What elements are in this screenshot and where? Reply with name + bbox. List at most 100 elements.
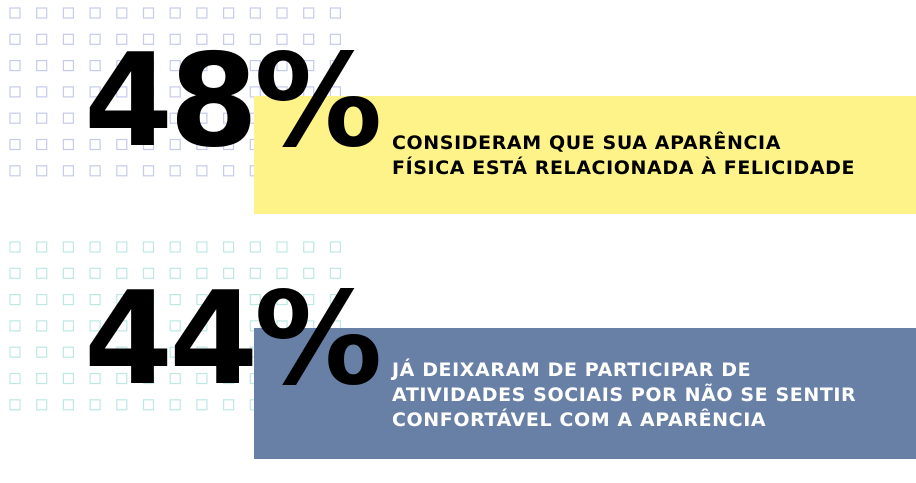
grid-square — [223, 165, 235, 177]
stat-description-1-line-1: CONSIDERAM QUE SUA APARÊNCIA — [392, 132, 781, 154]
grid-square — [89, 59, 101, 72]
grid-square — [223, 86, 235, 98]
grid-square — [116, 86, 128, 98]
grid-square — [196, 399, 208, 411]
grid-square — [36, 346, 48, 358]
grid-square — [62, 267, 75, 279]
grid-square — [142, 267, 155, 279]
grid-square — [303, 33, 315, 45]
grid-square — [196, 59, 208, 72]
grid-square — [89, 7, 101, 19]
stat-description-2-line-2: ATIVIDADES SOCIAIS POR NÃO SE SENTIR — [392, 384, 857, 406]
grid-square — [62, 165, 75, 177]
grid-square — [62, 241, 75, 253]
grid-square — [196, 33, 208, 45]
grid-square — [249, 241, 261, 253]
grid-square — [36, 241, 48, 253]
grid-square — [329, 59, 341, 72]
grid-square — [89, 267, 101, 279]
grid-square — [36, 372, 48, 385]
grid-square — [223, 267, 235, 279]
grid-square — [142, 33, 155, 45]
grid-square — [116, 165, 128, 177]
grid-square — [329, 241, 341, 253]
grid-square — [36, 33, 48, 45]
grid-square — [9, 7, 21, 19]
grid-square — [142, 241, 155, 253]
grid-square — [62, 372, 75, 385]
grid-square — [303, 294, 315, 306]
grid-square — [9, 372, 21, 385]
grid-square — [142, 320, 155, 332]
grid-square — [142, 346, 155, 358]
grid-square — [303, 241, 315, 253]
stat-description-2: JÁ DEIXARAM DE PARTICIPAR DE ATIVIDADES … — [392, 358, 856, 433]
grid-square — [196, 320, 208, 332]
grid-square — [169, 7, 181, 19]
grid-square — [196, 112, 208, 124]
grid-square — [196, 346, 208, 358]
grid-square — [89, 320, 101, 332]
grid-square — [169, 165, 181, 177]
grid-square — [89, 399, 101, 411]
grid-square — [62, 138, 75, 151]
grid-square — [9, 294, 21, 306]
grid-square — [62, 33, 75, 45]
grid-square — [169, 372, 181, 385]
grid-square — [9, 138, 21, 151]
grid-square — [169, 59, 181, 72]
grid-square — [89, 372, 101, 385]
grid-square — [116, 241, 128, 253]
grid-square — [249, 267, 261, 279]
grid-square — [249, 33, 261, 45]
grid-square — [89, 86, 101, 98]
grid-square — [142, 399, 155, 411]
grid-square — [36, 59, 48, 72]
grid-square — [169, 294, 181, 306]
grid-square — [276, 59, 288, 72]
grid-square — [169, 33, 181, 45]
yellow-highlight-band — [254, 96, 916, 214]
grid-square — [89, 165, 101, 177]
grid-square — [116, 320, 128, 332]
grid-square — [276, 241, 288, 253]
grid-square — [36, 138, 48, 151]
grid-square — [9, 346, 21, 358]
stat-percentage-48: 48% — [84, 27, 382, 176]
stat-percentage-44: 44% — [84, 265, 382, 414]
grid-square — [36, 294, 48, 306]
grid-square — [116, 138, 128, 151]
grid-square — [142, 7, 155, 19]
grid-square — [329, 33, 341, 45]
grid-square — [169, 267, 181, 279]
grid-square — [116, 399, 128, 411]
grid-square — [36, 7, 48, 19]
grid-square — [169, 241, 181, 253]
grid-square — [36, 267, 48, 279]
grid-square — [249, 7, 261, 19]
grid-square — [329, 267, 341, 279]
grid-square — [36, 399, 48, 411]
grid-square — [89, 346, 101, 358]
grid-square — [116, 59, 128, 72]
grid-square — [169, 346, 181, 358]
grid-square — [196, 7, 208, 19]
grid-square — [329, 7, 341, 19]
grid-square — [36, 86, 48, 98]
grid-square — [249, 59, 261, 72]
grid-square — [9, 320, 21, 332]
grid-square — [196, 165, 208, 177]
grid-square — [36, 112, 48, 124]
grid-square — [169, 320, 181, 332]
grid-square — [9, 59, 21, 72]
grid-square — [62, 320, 75, 332]
grid-square — [89, 138, 101, 151]
grid-square — [142, 86, 155, 98]
grid-square — [89, 112, 101, 124]
grid-square — [9, 399, 21, 411]
grid-square — [196, 138, 208, 151]
grid-square — [223, 320, 235, 332]
grid-square — [62, 86, 75, 98]
stat-description-2-line-1: JÁ DEIXARAM DE PARTICIPAR DE — [392, 359, 752, 381]
grid-square — [116, 33, 128, 45]
